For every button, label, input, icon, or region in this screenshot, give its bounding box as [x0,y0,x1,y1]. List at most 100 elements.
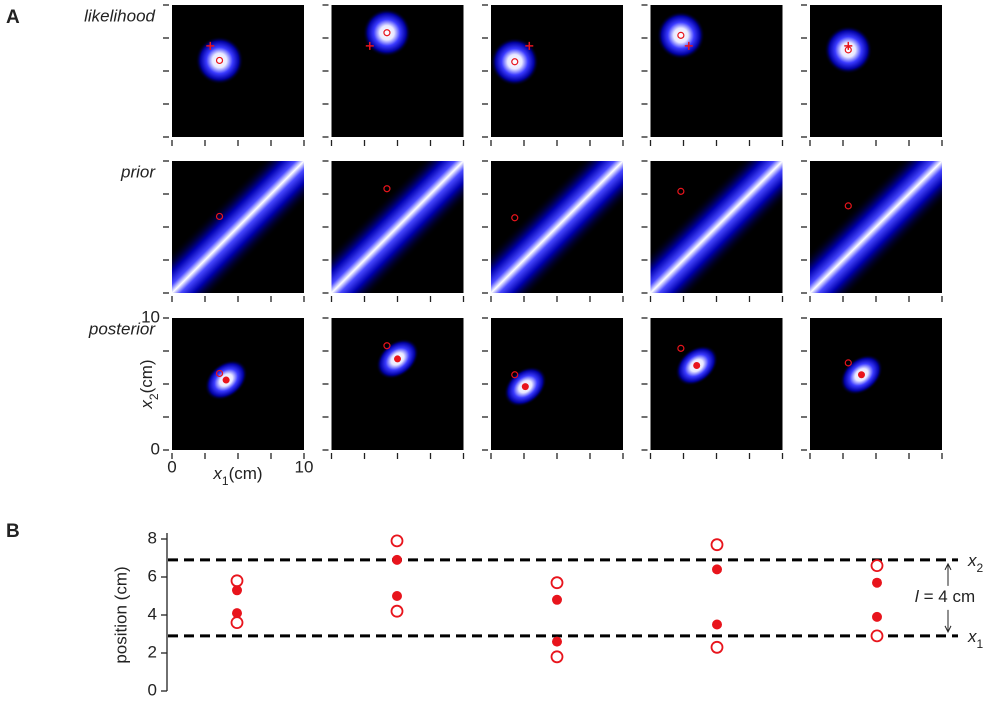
y-tick-label: 8 [148,528,157,547]
measured-marker [215,56,224,65]
label-sub: 2 [147,393,161,400]
true-marker [525,41,534,50]
axis-label: x2(cm) [137,359,161,409]
measured-marker [511,58,519,66]
label-var: x [967,627,977,646]
label-unit: (cm) [137,359,156,393]
posterior-point [552,636,562,647]
measured-point [390,534,404,548]
heatmap-panel [172,318,304,450]
x-tick-label: 0 [167,457,176,476]
heatmap-panel [331,318,464,450]
measured-point [390,604,404,618]
measured-point [870,559,884,572]
heatmap-panel [491,318,623,450]
label-var: x [212,464,222,483]
y-tick-label: 10 [141,307,160,326]
heatmap-panel [650,5,783,137]
y-tick-label: 0 [151,439,160,458]
heatmap-panel [491,5,623,137]
y-tick-label: 6 [148,566,157,585]
row-label: prior [120,162,156,181]
heatmap-panel [172,161,304,293]
label-sub: 2 [977,561,984,575]
measured-marker [677,31,685,39]
measured-point [710,538,724,552]
row-label: posterior [88,319,156,338]
posterior-marker [394,355,401,363]
measured-point [230,616,244,629]
y-tick-label: 4 [148,604,157,623]
measured-marker [511,214,519,222]
heatmap-panel [810,161,942,293]
measured-marker [383,29,391,37]
label-unit: (cm) [229,464,263,483]
panel-bg [650,318,783,450]
measured-point [710,640,724,654]
measured-marker [677,187,685,195]
prior-band [331,161,464,293]
span-var: l [915,587,920,606]
posterior-marker [693,362,701,370]
posterior-point [552,594,562,605]
likelihood-blob [656,11,705,60]
x-tick-label: 10 [295,457,314,476]
label-sub: 1 [222,474,229,488]
posterior-marker [222,376,230,384]
posterior-point [872,577,882,588]
measured-marker [383,185,391,193]
posterior-marker [857,371,865,379]
likelihood-blob [362,8,411,57]
axis-label: x2 [967,551,984,575]
panel-label: B [6,521,20,542]
label-var: x [137,400,156,410]
heatmap-panel [172,5,304,137]
span-label: l = 4 cm [915,587,975,606]
measured-marker [511,371,519,379]
true-marker [365,41,374,50]
measured-marker [383,342,391,350]
posterior-point [872,611,882,622]
axis-label: x1(cm) [212,464,262,488]
y-tick-label: 0 [148,680,157,699]
heatmap-panel [810,5,942,137]
heatmap-panel [650,161,783,293]
label-sub: 1 [977,637,984,651]
prior-band [650,161,783,293]
panel-bg [331,318,464,450]
heatmap-panel [491,161,623,293]
posterior-point [392,591,402,601]
posterior-point [232,608,242,619]
true-marker [844,41,853,50]
panel-label: A [6,7,20,28]
likelihood-blob [491,37,539,86]
measured-point [230,574,244,588]
span-text: = 4 cm [924,587,976,606]
posterior-point [712,564,722,575]
prior-band [491,161,623,293]
heatmap-panel [331,5,464,137]
posterior-point [392,554,402,565]
y-axis-label: position (cm) [111,566,130,663]
panel-bg [810,5,942,137]
axis-label: x1 [967,627,984,651]
heatmap-panel [810,318,942,450]
true-marker [684,41,693,50]
posterior-point [232,585,242,596]
heatmap-panel [331,161,464,293]
measured-point [550,650,564,664]
prior-band [810,161,942,293]
measured-marker [844,359,852,367]
heatmap-panel [650,318,783,450]
measured-marker [844,202,852,210]
true-marker [206,41,215,50]
label-var: x [967,551,977,570]
prior-band [172,161,304,293]
measured-marker [215,212,224,221]
y-tick-label: 2 [148,642,157,661]
span-arrow [944,562,952,634]
posterior-marker [521,383,529,391]
likelihood-blob [195,36,244,85]
measured-marker [677,344,685,352]
